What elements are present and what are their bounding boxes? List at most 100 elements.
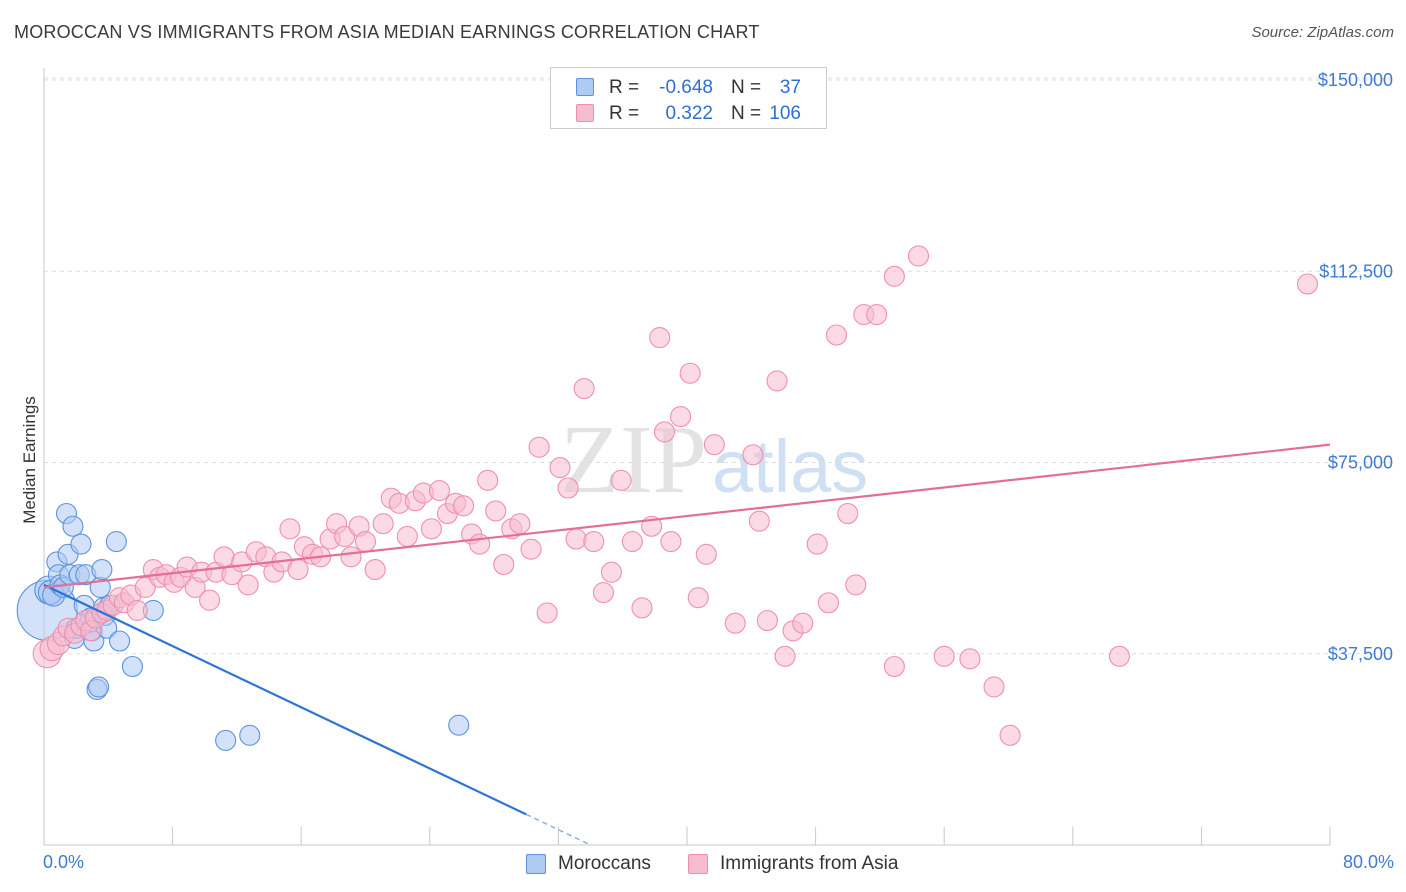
immigrants-asia-point (279, 518, 301, 540)
immigrants-asia-point (528, 436, 550, 458)
y-tick-labels: $37,500 $75,000 $112,500 $150,000 (1318, 70, 1393, 664)
immigrants-asia-point (756, 610, 778, 632)
x-axis-max-label: 80.0% (1342, 852, 1394, 872)
immigrants-asia-point (621, 530, 643, 553)
r-value: -0.648 (659, 77, 713, 98)
immigrants-asia-point (742, 444, 764, 466)
immigrants-asia-point (600, 561, 622, 583)
immigrants-asia-point (199, 589, 221, 611)
immigrants-asia-point (766, 370, 788, 392)
trend-lines (43, 443, 1331, 846)
immigrants-asia-point (428, 479, 450, 502)
immigrants-asia-point (340, 546, 362, 568)
legend-swatch-moroccans (526, 854, 546, 874)
immigrants-asia-point (213, 546, 235, 568)
immigrants-asia-point (477, 469, 499, 491)
legend: Moroccans Immigrants from Asia (0, 852, 1406, 878)
immigrants-asia-point (364, 559, 386, 581)
y-tick-label: $150,000 (1318, 70, 1393, 90)
immigrants-asia-point (679, 362, 701, 384)
moroccans-point (448, 714, 470, 736)
legend-swatch-immigrants-asia (688, 854, 708, 874)
immigrants-asia-point (837, 502, 859, 525)
legend-label: Immigrants from Asia (720, 853, 899, 874)
r-label: R = (609, 103, 640, 124)
moroccans-trend-line (43, 583, 527, 816)
legend-label: Moroccans (558, 853, 651, 874)
watermark-atlas: atlas (712, 425, 868, 508)
immigrants-asia-point (536, 602, 558, 624)
immigrants-asia-point (999, 724, 1021, 746)
n-label: N = (731, 77, 762, 98)
immigrants-asia-point (817, 592, 840, 614)
immigrants-asia-point (354, 530, 377, 553)
moroccans-point (109, 630, 131, 652)
n-value: 106 (769, 103, 801, 124)
immigrants-asia-point (453, 495, 475, 517)
immigrants-asia-point (748, 510, 770, 532)
immigrants-asia-point (703, 434, 725, 456)
immigrants-asia-point (724, 612, 746, 634)
immigrants-asia-trend-line (43, 443, 1331, 589)
immigrants-asia-point (866, 304, 888, 326)
immigrants-asia-point (883, 265, 905, 287)
immigrants-asia-point (592, 581, 614, 604)
moroccans-point (62, 515, 84, 537)
immigrants-asia-point (565, 528, 587, 550)
moroccans-point (105, 530, 127, 553)
moroccans-swatch (576, 78, 594, 96)
immigrants-asia-point (883, 655, 905, 678)
immigrants-asia-point (520, 538, 542, 560)
immigrants-asia-point (907, 245, 930, 267)
stats-row-immigrants-asia: R = 0.322 N = 106 (551, 100, 826, 126)
immigrants-asia-point (396, 525, 418, 548)
immigrants-asia-point (134, 576, 156, 599)
immigrants-asia-point (469, 533, 491, 555)
immigrants-asia-point (557, 477, 579, 499)
watermark: ZIP atlas (560, 406, 868, 514)
y-tick-label: $112,500 (1319, 261, 1393, 281)
y-tick-label: $75,000 (1328, 453, 1393, 473)
data-points (16, 245, 1319, 752)
immigrants-asia-point (493, 553, 515, 576)
r-value: 0.322 (665, 103, 713, 124)
immigrants-asia-point (933, 645, 955, 667)
moroccans-trend-extension (525, 813, 591, 846)
immigrants-asia-point (660, 530, 682, 553)
immigrants-asia-point (983, 676, 1005, 698)
immigrants-asia-point (1296, 273, 1319, 295)
moroccans-point (239, 724, 261, 746)
immigrants-asia-point (583, 530, 605, 553)
n-label: N = (731, 103, 762, 124)
immigrants-asia-point (237, 574, 259, 596)
n-value: 37 (779, 77, 801, 98)
moroccans-point (121, 655, 143, 678)
immigrants-asia-point (653, 421, 676, 443)
immigrants-asia-point (792, 612, 814, 634)
immigrants-asia-point (687, 587, 709, 609)
immigrants-asia-point (774, 645, 796, 667)
immigrants-asia-point (509, 513, 531, 535)
x-axis-min-label: 0.0% (43, 852, 85, 872)
immigrants-asia-point (549, 457, 571, 479)
immigrants-asia-point (573, 377, 595, 400)
moroccans-point (215, 729, 237, 752)
r-label: R = (609, 77, 640, 98)
immigrants-asia-point (670, 406, 692, 428)
moroccans-point (88, 676, 110, 698)
axes (43, 68, 1331, 846)
moroccans-point (91, 559, 113, 581)
correlation-stats-box: R = -0.648 N = 37 R = 0.322 N = 106 (550, 67, 827, 129)
immigrants-asia-point (845, 574, 867, 596)
source-credit: Source: ZipAtlas.com (1251, 24, 1394, 41)
immigrants-asia-point (959, 648, 981, 670)
y-tick-label: $37,500 (1328, 644, 1393, 664)
immigrants-asia-point (372, 513, 394, 535)
immigrants-asia-point (420, 518, 442, 540)
immigrants-asia-point (825, 324, 848, 346)
immigrants-asia-point (610, 469, 632, 491)
immigrants-asia-point (631, 597, 653, 619)
immigrants-asia-point (649, 326, 671, 349)
immigrants-asia-point (695, 543, 717, 565)
